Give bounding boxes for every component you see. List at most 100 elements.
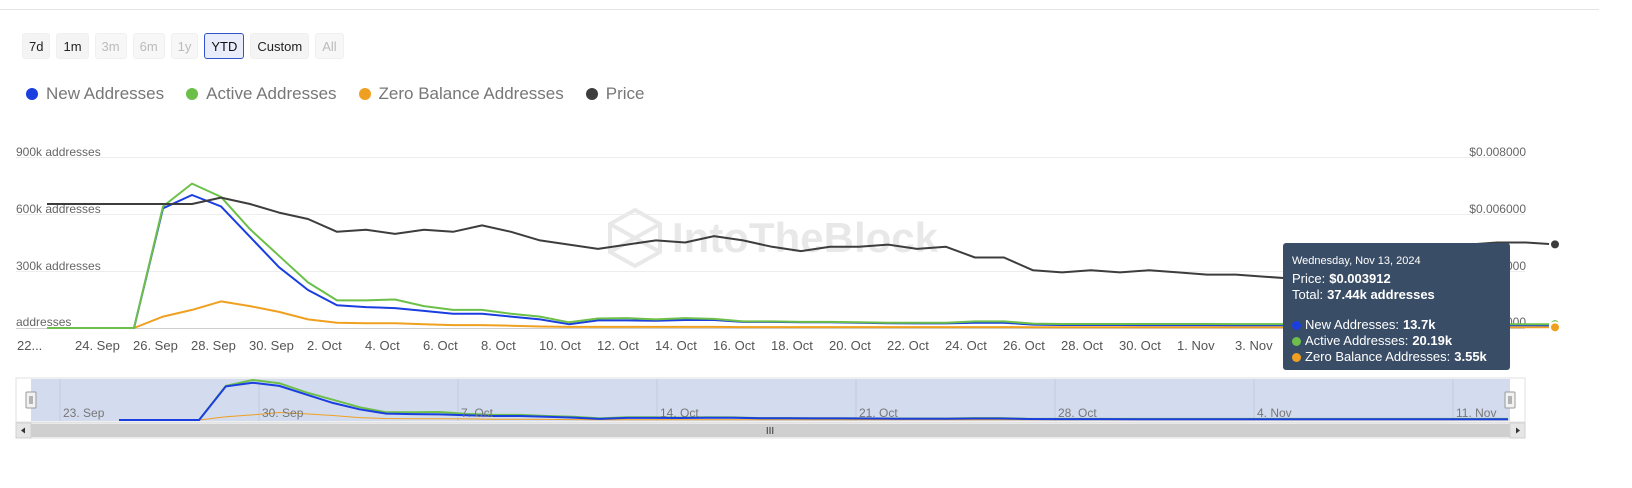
- navigator[interactable]: 23. Sep 30. Sep 7. Oct 14. Oct 21. Oct 28. Oc…: [15, 377, 1526, 439]
- x-tick-label: 28. Oct: [1061, 338, 1103, 353]
- tooltip-dot-zero: [1292, 352, 1301, 362]
- navigator-label: 14. Oct: [660, 406, 699, 420]
- legend-item-new-addresses[interactable]: New Addresses: [26, 84, 164, 104]
- x-tick-label: 26. Oct: [1003, 338, 1045, 353]
- tooltip-value-active: 20.19k: [1412, 333, 1453, 348]
- tooltip-date: Wednesday, Nov 13, 2024: [1292, 255, 1421, 267]
- y-axis-left: 900k addresses 600k addresses 300k addre…: [16, 145, 101, 329]
- y-left-tick: addresses: [16, 315, 71, 329]
- legend-dot-active: [186, 88, 199, 100]
- tooltip-row-zero: Zero Balance Addresses: 3.55k: [1292, 349, 1501, 365]
- navigator-handle-right[interactable]: [1504, 391, 1516, 409]
- tooltip-value-zero: 3.55k: [1454, 349, 1487, 364]
- tooltip-value-new: 13.7k: [1402, 317, 1436, 332]
- chart-legend: New Addresses Active Addresses Zero Bala…: [26, 84, 644, 104]
- legend-dot-new: [26, 88, 38, 100]
- range-button-all[interactable]: All: [315, 33, 344, 59]
- navigator-gridlines: [59, 379, 1454, 421]
- x-tick-label: 1. Nov: [1177, 338, 1215, 353]
- watermark: IntoTheBlock: [608, 207, 939, 269]
- range-button-1y[interactable]: 1y: [170, 33, 199, 59]
- x-tick-label: 20. Oct: [829, 338, 871, 353]
- tooltip-price-label: Price:: [1292, 271, 1326, 286]
- x-tick-label: 16. Oct: [713, 338, 755, 353]
- range-button-7d[interactable]: 7d: [22, 33, 51, 59]
- tooltip-price-row: Price: $0.003912: [1292, 271, 1501, 287]
- x-tick-label: 26. Sep: [133, 338, 178, 353]
- y-right-tick: $0.008000: [1469, 145, 1526, 159]
- scrollbar-thumb[interactable]: [31, 424, 1510, 437]
- navigator-label: 11. Nov: [1456, 406, 1496, 420]
- tooltip-dot-active: [1292, 336, 1301, 346]
- watermark-text: IntoTheBlock: [672, 214, 939, 261]
- tooltip-total-label: Total:: [1292, 287, 1324, 302]
- legend-dot-price: [585, 88, 598, 100]
- x-tick-label: 24. Oct: [945, 338, 987, 353]
- hover-marker-zero-balance-addresses: [1549, 321, 1561, 334]
- x-tick-label: 22...: [17, 338, 42, 353]
- tooltip-label-zero: Zero Balance Addresses:: [1305, 349, 1451, 364]
- navigator-handle-left[interactable]: [25, 391, 37, 409]
- legend-label-price: Price: [605, 84, 645, 103]
- x-axis: 22... 24. Sep 26. Sep 28. Sep 30. Sep 2. Oct 4…: [17, 338, 1362, 353]
- navigator-label: 23. Sep: [63, 406, 105, 420]
- y-left-tick: 300k addresses: [16, 259, 101, 273]
- x-tick-label: 3. Nov: [1235, 338, 1273, 353]
- navigator-labels: 23. Sep 30. Sep 7. Oct 14. Oct 21. Oct 28. Oc…: [63, 406, 1496, 420]
- legend-label-zero: Zero Balance Addresses: [378, 84, 564, 103]
- range-button-1m[interactable]: 1m: [56, 33, 89, 59]
- x-tick-label: 8. Oct: [481, 338, 516, 353]
- y-left-tick: 600k addresses: [16, 202, 101, 216]
- navigator-label: 7. Oct: [461, 406, 494, 420]
- x-tick-label: 2. Oct: [307, 338, 342, 353]
- scroll-left-arrow-icon: [21, 427, 25, 434]
- watermark-logo-icon: [608, 207, 662, 269]
- scrollbar-grip[interactable]: III: [766, 426, 774, 437]
- legend-item-active-addresses[interactable]: Active Addresses: [186, 84, 337, 104]
- range-button-6m[interactable]: 6m: [132, 33, 165, 59]
- navigator-label: 4. Nov: [1257, 406, 1292, 420]
- x-tick-label: 18. Oct: [771, 338, 813, 353]
- legend-item-zero-balance[interactable]: Zero Balance Addresses: [358, 84, 564, 104]
- x-tick-label: 12. Oct: [597, 338, 639, 353]
- tooltip-total-row: Total: 37.44k addresses: [1292, 287, 1501, 303]
- x-tick-label: 22. Oct: [887, 338, 929, 353]
- x-tick-label: 4. Oct: [365, 338, 400, 353]
- hover-markers: [1549, 238, 1561, 334]
- legend-dot-zero: [358, 88, 371, 100]
- scroll-right-arrow-icon: [1516, 427, 1520, 434]
- y-left-tick: 900k addresses: [16, 145, 101, 159]
- tooltip-total-value: 37.44k addresses: [1327, 287, 1435, 302]
- tooltip-label-active: Active Addresses:: [1305, 333, 1409, 348]
- gridlines: [16, 157, 1525, 329]
- tooltip-dot-new: [1292, 320, 1301, 330]
- x-tick-label: 6. Oct: [423, 338, 458, 353]
- tooltip-row-active: Active Addresses: 20.19k: [1292, 333, 1501, 349]
- tooltip-label-new: New Addresses:: [1305, 317, 1399, 332]
- range-button-3m[interactable]: 3m: [94, 33, 127, 59]
- hover-marker-price: [1549, 238, 1561, 251]
- range-button-ytd[interactable]: YTD: [204, 33, 245, 59]
- tooltip-row-new: New Addresses: 13.7k: [1292, 317, 1501, 333]
- x-tick-label: 10. Oct: [539, 338, 581, 353]
- x-tick-label: 24. Sep: [75, 338, 120, 353]
- chart-tooltip: Wednesday, Nov 13, 2024 Price: $0.003912…: [1283, 243, 1510, 370]
- x-tick-label: 30. Oct: [1119, 338, 1161, 353]
- legend-label-active: Active Addresses: [206, 84, 337, 103]
- navigator-lines: [119, 378, 1508, 421]
- x-tick-label: 28. Sep: [191, 338, 236, 353]
- tooltip-price-value: $0.003912: [1329, 271, 1391, 286]
- x-tick-label: 30. Sep: [249, 338, 294, 353]
- range-button-custom[interactable]: Custom: [250, 33, 310, 59]
- navigator-label: 21. Oct: [859, 406, 898, 420]
- range-selector: 7d 1m 3m 6m 1y YTD Custom All: [22, 33, 344, 59]
- legend-item-price[interactable]: Price: [585, 84, 645, 104]
- x-tick-label: 14. Oct: [655, 338, 697, 353]
- y-right-tick: $0.006000: [1469, 202, 1526, 216]
- legend-label-new: New Addresses: [46, 84, 165, 103]
- navigator-label: 28. Oct: [1058, 406, 1097, 420]
- navigator-label: 30. Sep: [262, 406, 304, 420]
- top-border: [0, 0, 1599, 10]
- page-scrollbar-track[interactable]: [1600, 0, 1632, 488]
